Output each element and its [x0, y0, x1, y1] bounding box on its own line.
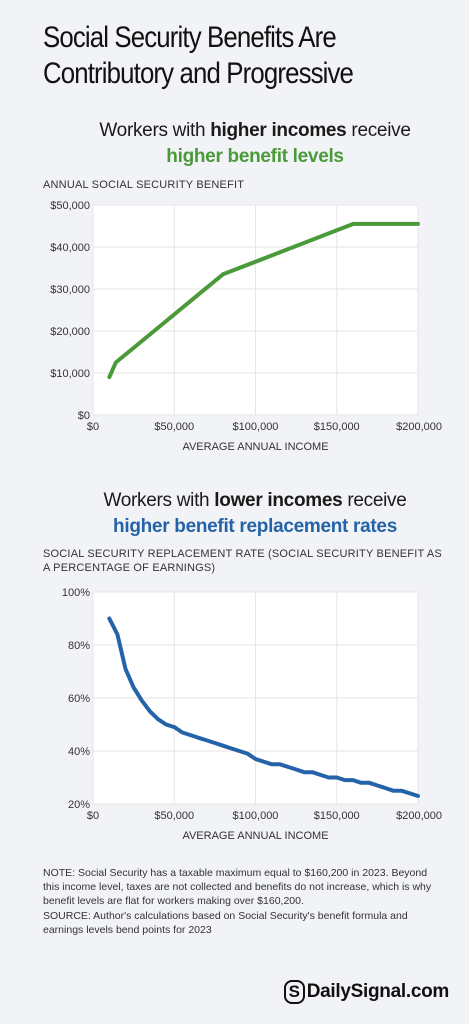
series-line [107, 221, 420, 380]
chart2-subhead: Workers with lower incomes receive highe… [43, 488, 467, 540]
x-tick-label: $50,000 [154, 810, 194, 822]
x-tick-label: $100,000 [233, 421, 279, 433]
x-tick-label: $150,000 [314, 421, 360, 433]
series-line [107, 616, 420, 798]
logo-mark: S [283, 980, 305, 1004]
note-text: NOTE: Social Security has a taxable maxi… [43, 867, 432, 908]
chart1-subhead-bold: higher incomes [210, 120, 347, 141]
logo-name: DailySignal.com [306, 981, 450, 1002]
chart2-subhead-bold: lower incomes [214, 490, 343, 511]
x-axis-label: AVERAGE ANNUAL INCOME [182, 830, 328, 842]
chart2-subhead-line2: higher benefit replacement rates [113, 516, 397, 537]
y-tick-label: 60% [68, 693, 90, 705]
y-tick-label: 40% [68, 746, 90, 758]
y-tick-label: 100% [62, 587, 90, 599]
chart2-axis-title: SOCIAL SECURITY REPLACEMENT RATE (SOCIAL… [43, 548, 442, 574]
y-tick-label: $0 [78, 410, 90, 422]
source-text: SOURCE: Author's calculations based on S… [43, 909, 408, 936]
chart1-subhead-pre: Workers with [99, 120, 211, 141]
benefit-level-chart: $0 $10,000 $20,000 $30,000 $40,000 $50,000 $0 $… [50, 200, 442, 453]
y-tick-label: 20% [68, 799, 90, 811]
chart2-subhead-post: receive [342, 490, 407, 511]
x-axis-label: AVERAGE ANNUAL INCOME [182, 441, 328, 453]
y-tick-label: $10,000 [50, 368, 90, 380]
x-tick-label: $100,000 [233, 810, 279, 822]
chart1-subhead-post: receive [346, 120, 411, 141]
chart2-subhead-pre: Workers with [103, 490, 215, 511]
y-tick-label: $50,000 [50, 200, 90, 212]
x-tick-label: $200,000 [396, 421, 442, 433]
x-tick-label: $0 [87, 421, 99, 433]
page-title: Social Security Benefits Are Contributor… [43, 21, 354, 90]
x-tick-label: $0 [87, 810, 99, 822]
chart1-subhead-line2: higher benefit levels [166, 146, 344, 167]
footnote: NOTE: Social Security has a taxable maxi… [43, 866, 443, 937]
x-tick-label: $200,000 [396, 810, 442, 822]
y-tick-label: $40,000 [50, 242, 90, 254]
replacement-rate-chart: 20% 40% 60% 80% 100% $0 $50,000 $100,000 $150,00… [62, 587, 442, 842]
chart1-axis-title: ANNUAL SOCIAL SECURITY BENEFIT [43, 179, 245, 191]
y-tick-label: $30,000 [50, 284, 90, 296]
chart1-subhead: Workers with higher incomes receive high… [43, 118, 467, 170]
daily-signal-logo: S DailySignal.com [283, 980, 450, 1004]
y-tick-label: $20,000 [50, 326, 90, 338]
x-tick-label: $150,000 [314, 810, 360, 822]
y-tick-label: 80% [68, 640, 90, 652]
x-tick-label: $50,000 [154, 421, 194, 433]
